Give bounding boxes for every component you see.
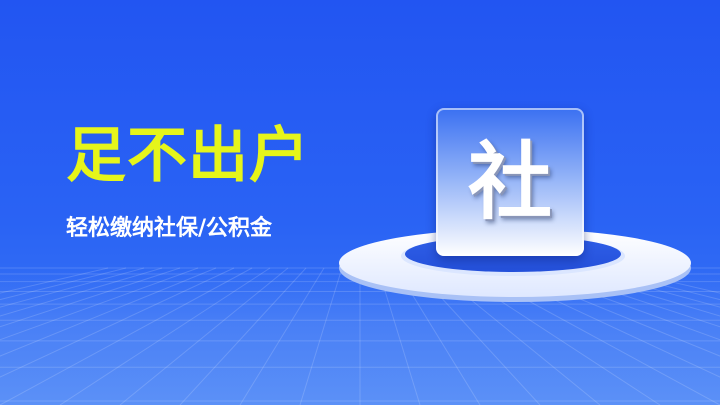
tile-character: 社 <box>467 133 552 231</box>
social-security-tile: 社 <box>436 108 584 256</box>
subheadline: 轻松缴纳社保/公积金 <box>66 216 273 241</box>
headline: 足不出户 <box>66 121 310 191</box>
